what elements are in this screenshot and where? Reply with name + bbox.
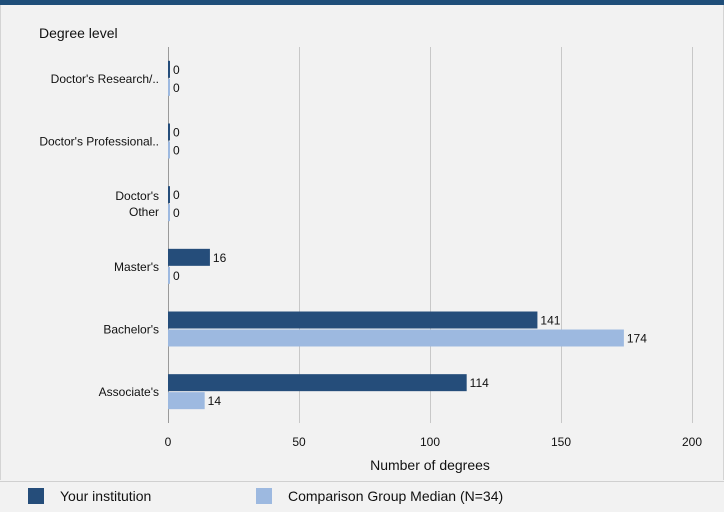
bars-group (168, 60, 624, 410)
bar (168, 204, 170, 222)
bar-value-label: 0 (173, 63, 180, 77)
x-tick-label: 100 (420, 435, 440, 449)
category-label: Doctor's Research/.. (51, 72, 159, 86)
category-label: Other (129, 205, 159, 219)
bar-value-label: 0 (173, 81, 180, 95)
data-labels-group: 0 0 0 0 0 0 16 0 141 174 114 14 (173, 63, 647, 408)
chart-legend: Your institution Comparison Group Median… (0, 481, 724, 512)
bar (168, 248, 210, 266)
bar-chart: Degree level 0 0 0 0 0 0 16 0 141 174 114 14 Doctor… (39, 25, 703, 473)
bar-value-label: 0 (173, 206, 180, 220)
y-axis-title: Degree level (39, 25, 118, 41)
category-labels-group: Doctor's Research/.. Doctor's Professiona… (39, 72, 159, 399)
bar (168, 392, 205, 410)
legend-swatch (256, 488, 272, 504)
legend-label: Your institution (60, 488, 152, 504)
category-label: Bachelor's (103, 323, 159, 337)
category-label: Master's (114, 260, 159, 274)
bar-value-label: 16 (213, 251, 227, 265)
bar-value-label: 0 (173, 188, 180, 202)
x-tick-label: 50 (292, 435, 306, 449)
bar-value-label: 0 (173, 269, 180, 283)
bar (168, 329, 624, 347)
bar-value-label: 0 (173, 144, 180, 158)
bar (168, 123, 170, 141)
x-tick-label: 200 (682, 435, 702, 449)
bar (168, 311, 538, 329)
x-tick-label: 150 (551, 435, 571, 449)
x-tick-label: 0 (165, 435, 172, 449)
gridlines (168, 47, 693, 423)
bar (168, 78, 170, 96)
category-label: Associate's (99, 385, 159, 399)
bar (168, 60, 170, 78)
bar-value-label: 0 (173, 126, 180, 140)
x-axis-title: Number of degrees (370, 457, 490, 473)
legend-label: Comparison Group Median (N=34) (288, 488, 504, 504)
legend-item-comparison-median: Comparison Group Median (N=34) (256, 488, 503, 504)
legend-item-your-institution: Your institution (28, 488, 151, 504)
bar-value-label: 14 (208, 394, 222, 408)
bar-value-label: 141 (540, 314, 560, 328)
category-label: Doctor's (115, 189, 159, 203)
chart-panel: Degree level 0 0 0 0 0 0 16 0 141 174 114 14 Doctor… (0, 5, 724, 480)
bar-value-label: 174 (627, 332, 647, 346)
category-label: Doctor's Professional.. (39, 135, 159, 149)
x-tick-labels-group: 0 50 100 150 200 (165, 435, 703, 449)
bar (168, 186, 170, 204)
bar (168, 141, 170, 159)
header-accent-bar (0, 0, 724, 5)
bar (168, 266, 170, 284)
bar-value-label: 114 (470, 376, 489, 390)
bar (168, 374, 467, 392)
legend-swatch (28, 488, 44, 504)
